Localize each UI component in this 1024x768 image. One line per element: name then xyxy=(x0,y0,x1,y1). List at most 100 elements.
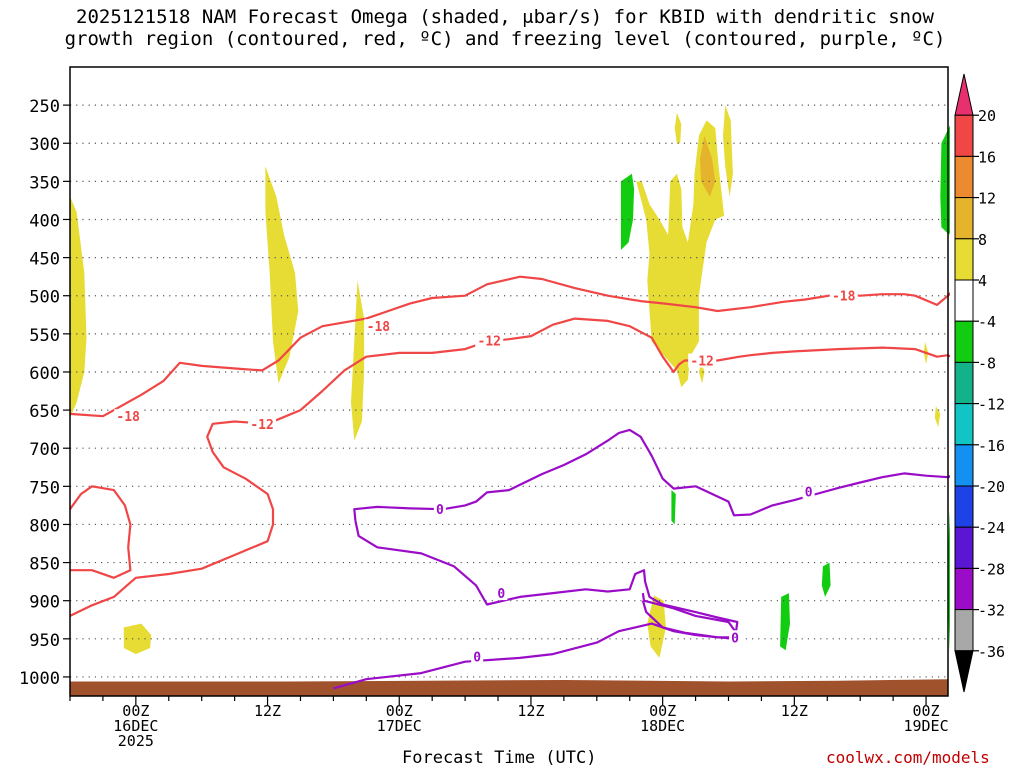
contour-label-bg-4 xyxy=(475,333,504,348)
contour-label-8: 0 xyxy=(473,650,481,665)
colorbar-label-10: -24 xyxy=(978,519,1005,537)
y-tick-label-850: 850 xyxy=(29,555,60,575)
x-tick-label-0-1: 16DEC xyxy=(113,717,158,735)
contour-label-4: -12 xyxy=(478,335,501,350)
omega-colorbar: 20 16 12 8 4 -4 -8 -12 -16 -20 -24 -28 -32 -36 xyxy=(954,73,1005,693)
contour-label-9: 0 xyxy=(805,486,813,501)
x-tick-label-1-0: 12Z xyxy=(254,702,281,720)
colorbar-bin-0 xyxy=(954,73,974,116)
contour-label-bg-8 xyxy=(471,649,484,664)
y-tick-label-250: 250 xyxy=(29,97,60,117)
colorbar-bin-12 xyxy=(954,567,974,611)
contour-label-5: -12 xyxy=(690,355,713,370)
colorbar-label-1: 16 xyxy=(978,148,996,166)
omega-area-9 xyxy=(934,406,941,427)
contour-label-bg-3 xyxy=(248,416,277,431)
colorbar-label-4: 4 xyxy=(978,272,987,290)
y-tick-label-350: 350 xyxy=(29,173,60,193)
colorbar-label-0: 20 xyxy=(978,107,996,125)
omega-area-7 xyxy=(647,595,666,658)
grid xyxy=(70,104,948,678)
x-tick-label-4-1: 18DEC xyxy=(640,717,685,735)
colorbar-bin-14 xyxy=(954,650,974,693)
contour-label-bg-2 xyxy=(829,288,858,303)
colorbar-bin-2 xyxy=(954,155,974,199)
x-tick-label-0-0: 00Z xyxy=(122,702,149,720)
contour-label-bg-0 xyxy=(114,409,143,424)
colorbar-bin-5 xyxy=(954,279,974,322)
contour-label-bg-5 xyxy=(688,353,717,368)
contour-line-3 xyxy=(353,428,950,521)
y-tick-label-600: 600 xyxy=(29,364,60,384)
omega-area-11 xyxy=(700,135,716,197)
colorbar-bin-3 xyxy=(954,197,974,240)
colorbar-label-5: -4 xyxy=(978,313,996,331)
colorbar-bin-1 xyxy=(954,114,974,157)
terrain-band xyxy=(70,678,948,696)
chart-title-line-2: growth region (contoured, red, ºC) and f… xyxy=(64,28,946,50)
omega-area-1 xyxy=(265,166,299,384)
colorbar-bin-4 xyxy=(954,238,974,281)
omega-area-12 xyxy=(620,173,635,250)
y-tick-label-1000: 1000 xyxy=(19,669,60,689)
contour-line-1 xyxy=(69,317,950,617)
contour-label-bg-9 xyxy=(802,484,815,499)
chart-title-line-1: 2025121518 NAM Forecast Omega (shaded, μ… xyxy=(76,6,934,28)
omega-shading xyxy=(70,105,950,658)
colorbar-bin-11 xyxy=(954,526,974,569)
contour-label-10: 0 xyxy=(731,631,739,646)
y-tick-label-450: 450 xyxy=(29,250,60,270)
contour-label-7: 0 xyxy=(497,587,505,602)
y-tick-label-950: 950 xyxy=(29,631,60,651)
contour-label-2: -18 xyxy=(832,290,856,305)
plot-frame xyxy=(69,66,949,697)
y-axis: 250 300 350 400 450 500 550 600 650 700 750 800 850 9… xyxy=(19,97,70,689)
y-tick-label-700: 700 xyxy=(29,440,60,460)
omega-area-4 xyxy=(636,120,725,388)
colorbar-bin-9 xyxy=(954,444,974,487)
colorbar-label-6: -8 xyxy=(978,354,996,372)
colorbar-label-12: -32 xyxy=(978,602,1005,620)
y-tick-label-800: 800 xyxy=(29,516,60,536)
y-tick-label-500: 500 xyxy=(29,288,60,308)
x-tick-label-4-0: 00Z xyxy=(649,702,676,720)
y-tick-label-650: 650 xyxy=(29,402,60,422)
colorbar-bin-13 xyxy=(954,609,974,652)
x-tick-label-2-1: 17DEC xyxy=(377,717,422,735)
x-axis-title: Forecast Time (UTC) xyxy=(402,748,597,768)
contour-label-6: 0 xyxy=(436,503,444,518)
y-tick-label-300: 300 xyxy=(29,135,60,155)
contours xyxy=(69,275,950,690)
omega-area-14 xyxy=(671,490,676,525)
contour-label-bg-10 xyxy=(729,630,742,645)
contour-label-bg-7 xyxy=(495,586,508,601)
y-tick-label-550: 550 xyxy=(29,326,60,346)
contour-label-1: -18 xyxy=(367,320,391,335)
contour-labels: -18 -18 -18 -12 -12 -12 0 0 0 0 0 xyxy=(114,288,858,665)
omega-area-0 xyxy=(70,196,87,418)
colorbar-label-8: -16 xyxy=(978,437,1005,455)
contour-label-bg-6 xyxy=(433,502,446,517)
y-tick-label-750: 750 xyxy=(29,478,60,498)
colorbar-label-13: -36 xyxy=(978,643,1005,661)
contour-label-3: -12 xyxy=(250,418,273,433)
x-tick-label-0-2: 2025 xyxy=(118,732,154,750)
source-credit: coolwx.com/models xyxy=(826,748,990,767)
colorbar-label-7: -12 xyxy=(978,396,1005,414)
colorbar-label-11: -28 xyxy=(978,560,1005,578)
contour-label-0: -18 xyxy=(116,410,140,425)
x-tick-label-6-0: 00Z xyxy=(913,702,940,720)
contour-line-4 xyxy=(333,520,739,690)
y-tick-label-900: 900 xyxy=(29,593,60,613)
x-tick-label-3-0: 12Z xyxy=(517,702,544,720)
contour-line-2 xyxy=(69,485,132,579)
contour-line-0 xyxy=(69,275,950,418)
colorbar-bin-6 xyxy=(954,320,974,363)
omega-area-6 xyxy=(723,105,733,197)
chart-title: 2025121518 NAM Forecast Omega (shaded, μ… xyxy=(0,6,1010,50)
y-tick-label-400: 400 xyxy=(29,211,60,231)
x-tick-label-5-0: 12Z xyxy=(781,702,808,720)
colorbar-label-3: 8 xyxy=(978,231,987,249)
omega-area-16 xyxy=(821,562,831,597)
